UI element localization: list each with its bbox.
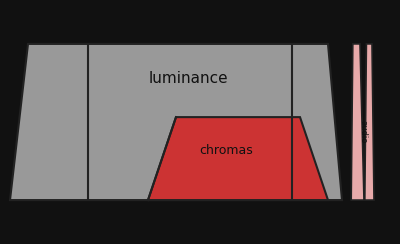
Polygon shape [351,44,364,200]
Polygon shape [10,44,342,200]
Text: chromas: chromas [199,143,253,157]
Text: luminance: luminance [148,71,228,86]
Polygon shape [365,44,374,200]
Text: audio: audio [359,120,368,143]
Polygon shape [148,117,328,200]
